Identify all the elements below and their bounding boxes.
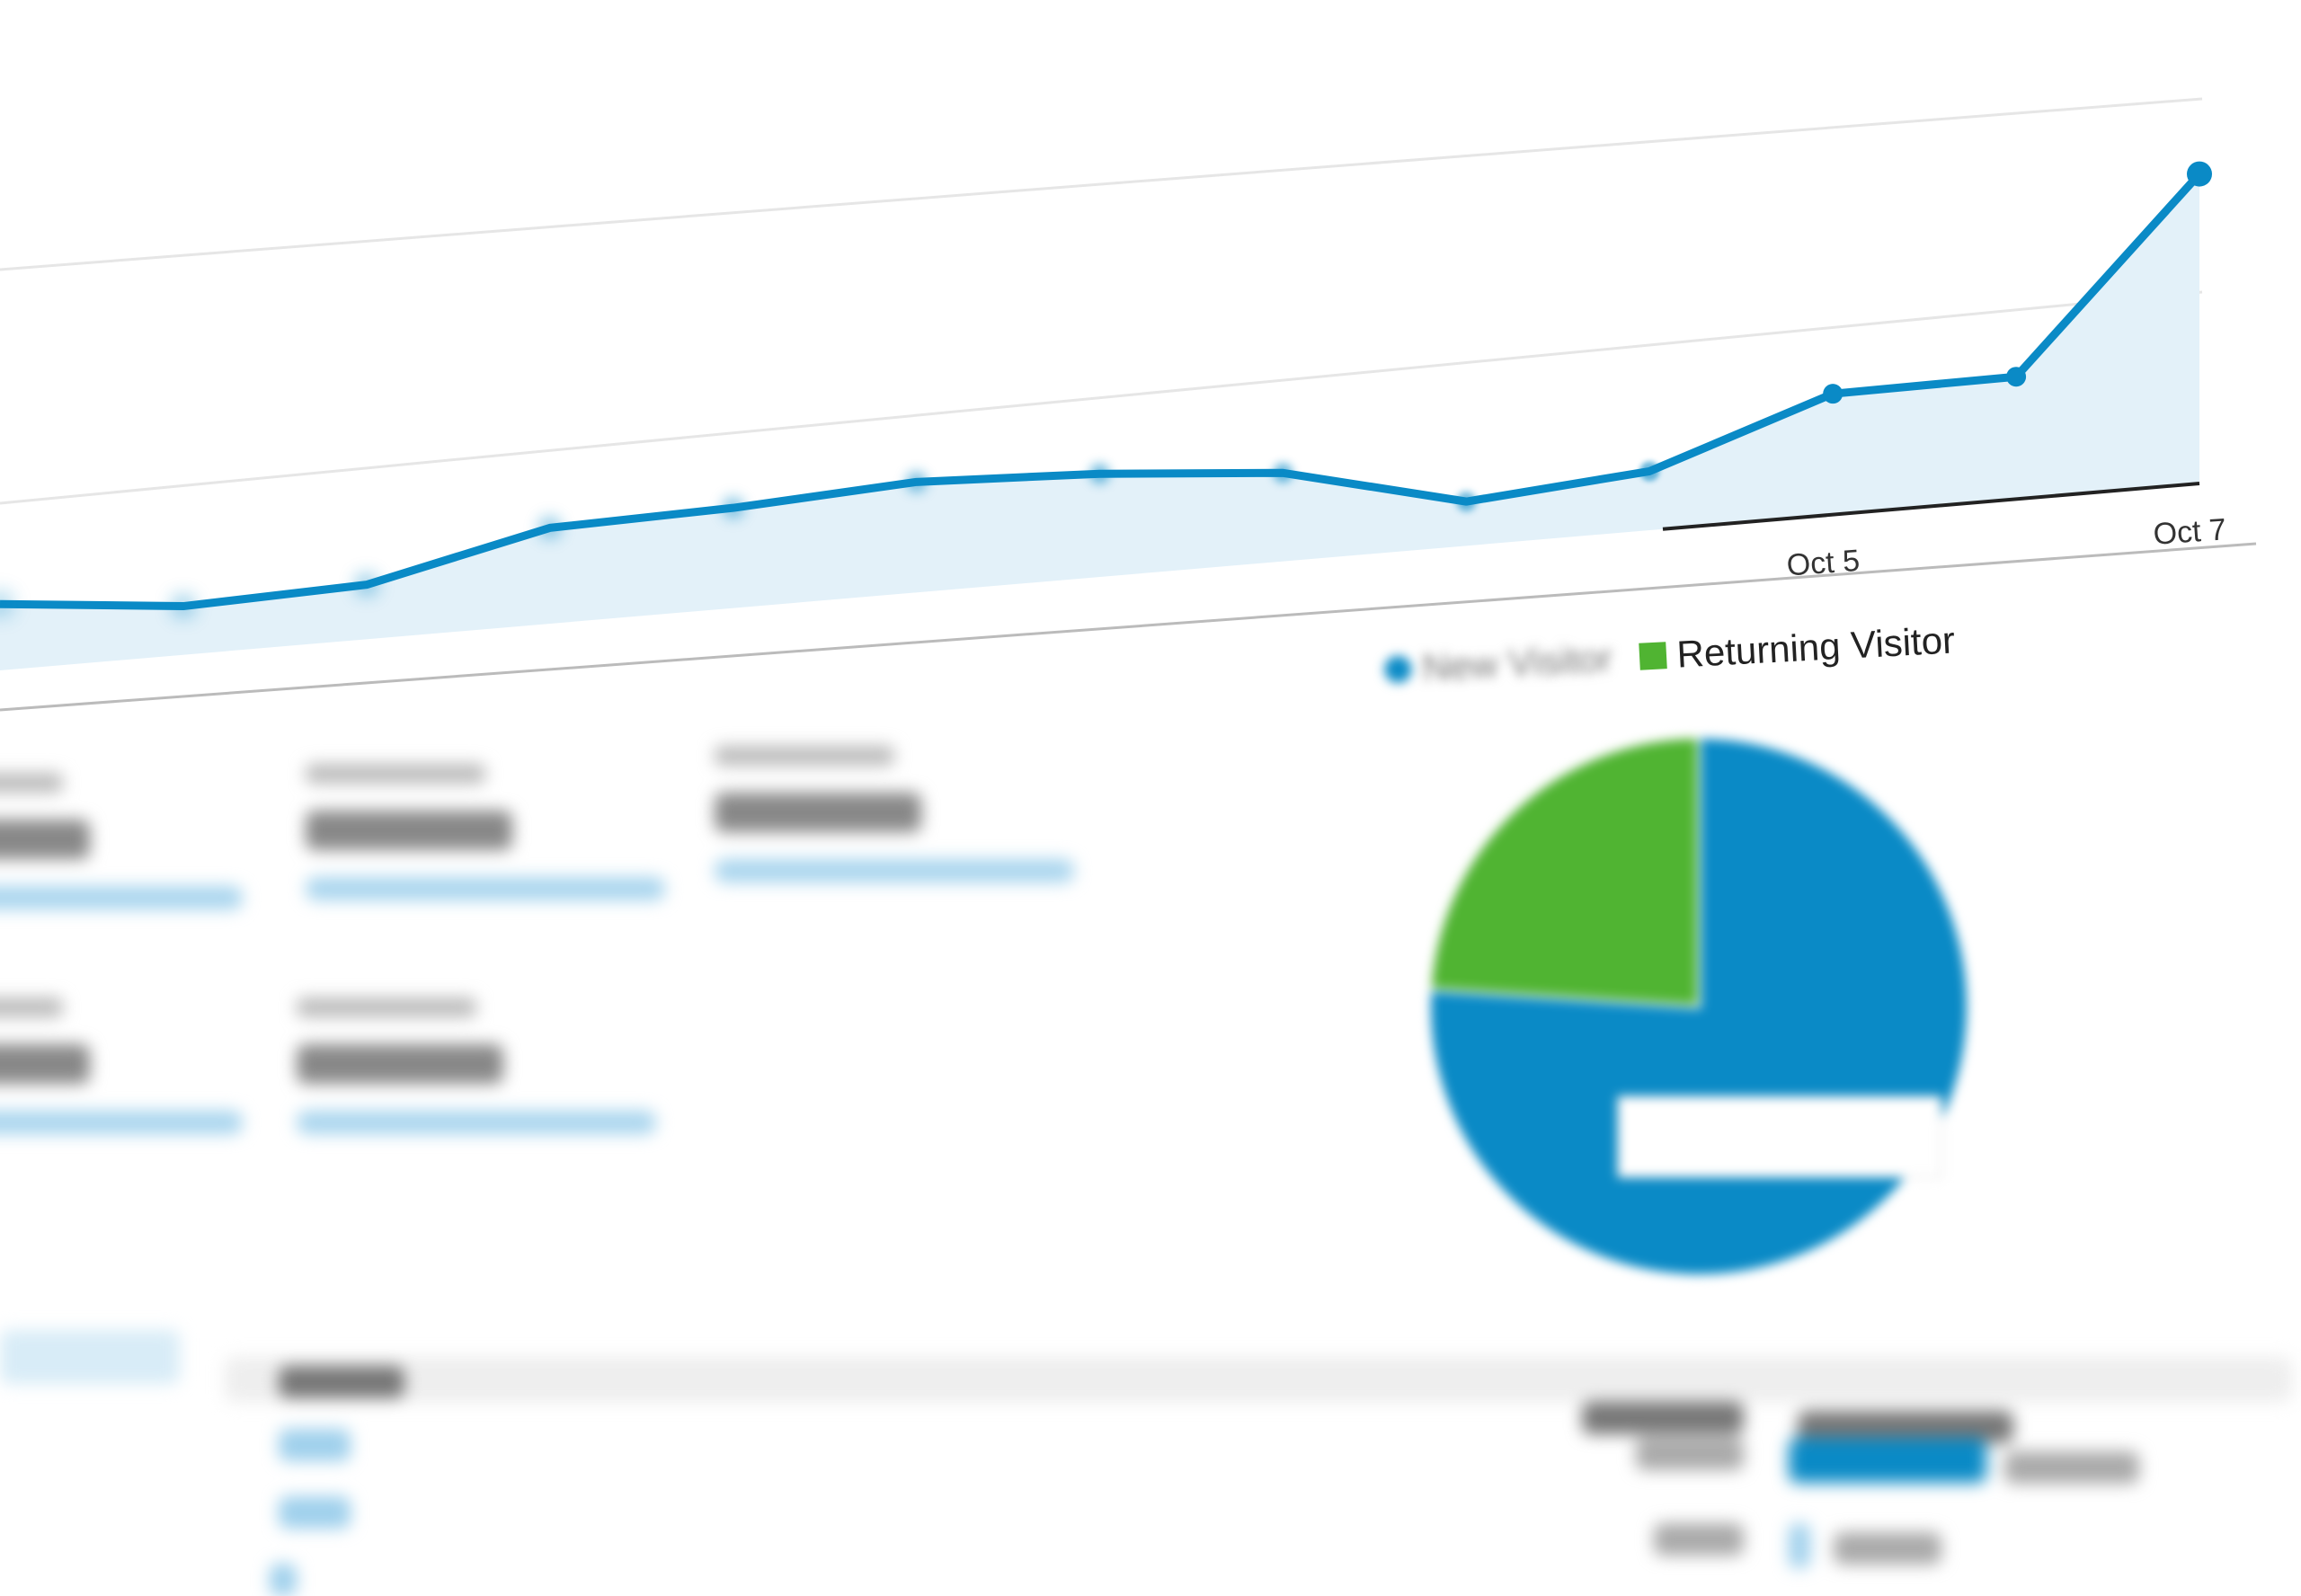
x-tick-label: Oct 7	[2152, 512, 2227, 552]
metric-card[interactable]	[715, 746, 1101, 926]
legend-swatch-new	[1383, 655, 1413, 684]
data-point[interactable]	[723, 498, 743, 519]
data-point[interactable]	[906, 472, 927, 492]
data-point[interactable]	[2006, 367, 2027, 387]
table-header	[225, 1357, 2292, 1402]
data-point[interactable]	[356, 574, 377, 595]
table-row[interactable]	[270, 1564, 297, 1596]
sessions-line-chart: Oct 5 Oct 7	[0, 97, 2257, 712]
data-table	[0, 1294, 2301, 1596]
table-row[interactable]	[279, 1429, 351, 1461]
metric-card[interactable]	[0, 998, 270, 1177]
chart-gridlines	[0, 97, 2257, 712]
data-point[interactable]	[2187, 161, 2212, 187]
table-cell	[1636, 1438, 1744, 1470]
metric-card[interactable]	[297, 998, 683, 1177]
data-point[interactable]	[0, 594, 10, 615]
chart-area-fill	[0, 173, 2199, 671]
table-row[interactable]	[279, 1496, 351, 1529]
table-cell	[2004, 1451, 2139, 1484]
x-axis-line	[1662, 482, 2200, 531]
table-cell	[1654, 1523, 1744, 1556]
table-bar	[1789, 1523, 1810, 1568]
metric-card[interactable]	[0, 773, 270, 953]
gridline	[0, 290, 2203, 505]
data-point[interactable]	[1273, 463, 1293, 483]
table-bar	[1789, 1438, 1986, 1483]
pie-slice[interactable]	[1427, 734, 1701, 1009]
gridline	[0, 97, 2203, 271]
gridline	[0, 542, 2257, 712]
x-tick-label: Oct 5	[1786, 544, 1861, 583]
visitor-pie-chart	[1427, 734, 1970, 1278]
data-point[interactable]	[1639, 461, 1660, 482]
table-cell	[1834, 1532, 1941, 1565]
table-header-label	[279, 1366, 404, 1398]
pie-tooltip	[1617, 1095, 1942, 1178]
legend-swatch-returning	[1638, 642, 1667, 670]
table-header-label	[1582, 1402, 1744, 1434]
data-point[interactable]	[173, 596, 193, 616]
table-sidebar-item[interactable]	[0, 1330, 180, 1384]
data-point[interactable]	[1456, 492, 1477, 512]
metric-card[interactable]	[306, 764, 692, 944]
data-point[interactable]	[1823, 384, 1843, 404]
data-point[interactable]	[1089, 464, 1110, 484]
data-point[interactable]	[539, 518, 560, 538]
